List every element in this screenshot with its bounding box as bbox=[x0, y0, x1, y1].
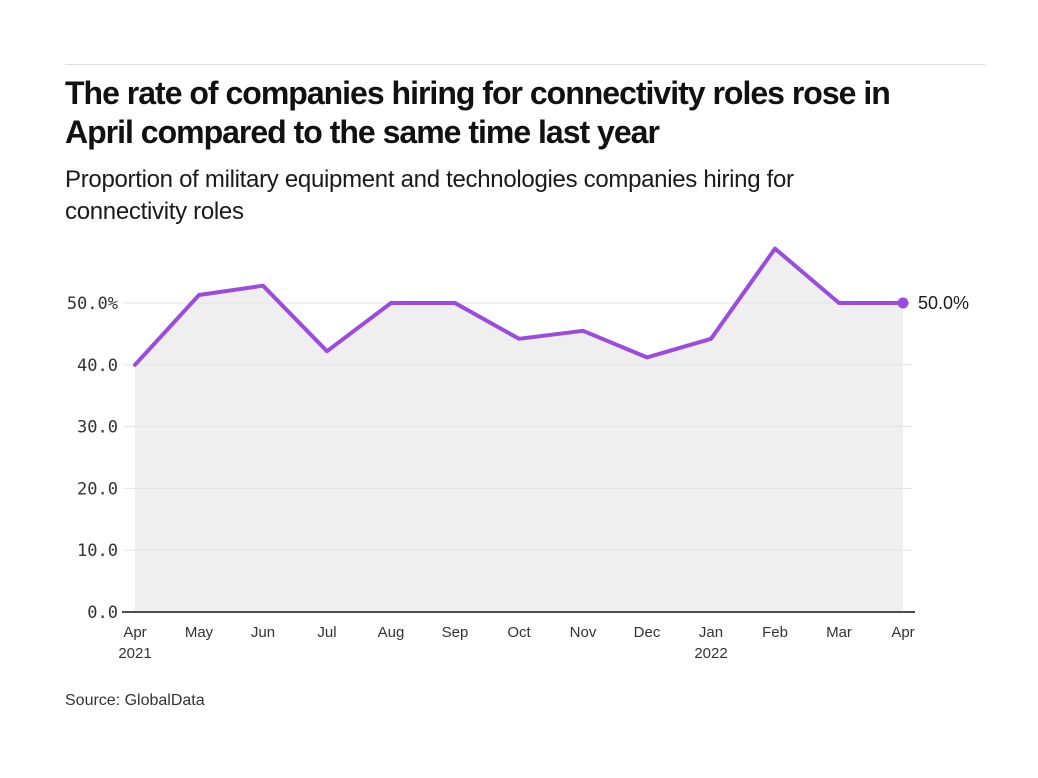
x-year-label: 2021 bbox=[118, 645, 151, 662]
chart-title-line2: April compared to the same time last yea… bbox=[65, 114, 660, 150]
x-tick-label: Dec bbox=[634, 624, 661, 641]
y-tick-label: 30.0 bbox=[77, 418, 118, 438]
top-divider bbox=[65, 64, 985, 65]
x-tick-label: Oct bbox=[507, 624, 531, 641]
y-tick-label: 50.0% bbox=[67, 294, 118, 314]
x-tick-label: Apr bbox=[123, 624, 146, 641]
chart-title: The rate of companies hiring for connect… bbox=[65, 74, 891, 152]
y-tick-label: 0.0 bbox=[87, 603, 118, 623]
x-tick-label: Sep bbox=[442, 624, 469, 641]
x-tick-label: Feb bbox=[762, 624, 788, 641]
x-tick-label: Jul bbox=[317, 624, 336, 641]
source-credit: Source: GlobalData bbox=[65, 692, 205, 709]
end-point-marker bbox=[897, 297, 909, 309]
chart-subtitle-line2: connectivity roles bbox=[65, 198, 244, 225]
data-line bbox=[133, 246, 905, 367]
chart-subtitle: Proportion of military equipment and tec… bbox=[65, 164, 794, 228]
end-value-label: 50.0% bbox=[918, 293, 969, 313]
chart-title-line1: The rate of companies hiring for connect… bbox=[65, 75, 891, 111]
x-tick-label: Jun bbox=[251, 624, 275, 641]
x-tick-label: Jan bbox=[699, 624, 723, 641]
x-tick-label: Mar bbox=[826, 624, 852, 641]
x-tick-label: Nov bbox=[570, 624, 597, 641]
chart-subtitle-line1: Proportion of military equipment and tec… bbox=[65, 166, 794, 193]
line-chart: 0.0 10.0 20.0 30.0 40.0 50.0% Apr May Jun Jul Aug S… bbox=[67, 246, 969, 662]
x-tick-label: Aug bbox=[378, 624, 405, 641]
x-tick-label: May bbox=[185, 624, 214, 641]
x-tick-label: Apr bbox=[891, 624, 914, 641]
x-year-label: 2022 bbox=[694, 645, 727, 662]
y-tick-label: 20.0 bbox=[77, 479, 118, 499]
y-tick-label: 10.0 bbox=[77, 541, 118, 561]
y-tick-label: 40.0 bbox=[77, 356, 118, 376]
